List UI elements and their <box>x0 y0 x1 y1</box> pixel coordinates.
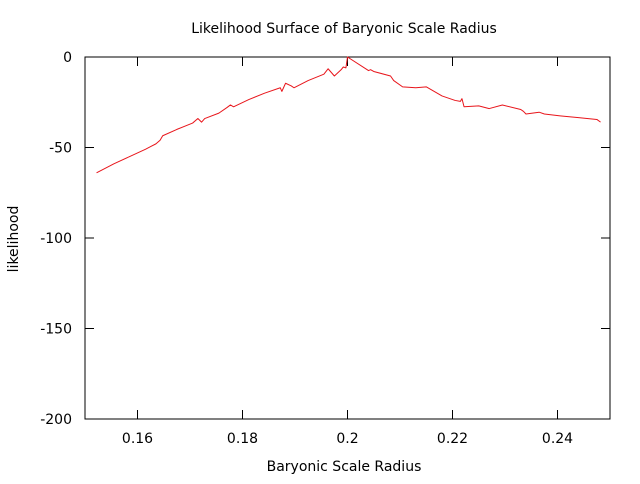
x-tick-label: 0.22 <box>437 431 468 447</box>
x-axis-label: Baryonic Scale Radius <box>267 459 422 475</box>
y-tick-label: 0 <box>63 50 72 66</box>
y-tick-label: -100 <box>40 231 72 247</box>
x-tick-label: 0.24 <box>542 431 573 447</box>
series-layer <box>96 56 601 174</box>
y-tick-label: -200 <box>40 412 72 428</box>
series-line <box>96 56 601 174</box>
y-axis-label: likelihood <box>6 206 22 273</box>
y-tick-label: -50 <box>49 141 72 157</box>
plot-area-border <box>84 56 611 420</box>
x-tick-label: 0.2 <box>336 431 358 447</box>
x-axis: 0.16 0.18 0.2 0.22 0.24 <box>122 57 573 447</box>
chart-title: Likelihood Surface of Baryonic Scale Rad… <box>191 21 497 37</box>
y-axis: 0 -50 -100 -150 -200 <box>40 50 610 428</box>
y-tick-label: -150 <box>40 322 72 338</box>
x-tick-label: 0.16 <box>122 431 153 447</box>
x-tick-label: 0.18 <box>227 431 258 447</box>
